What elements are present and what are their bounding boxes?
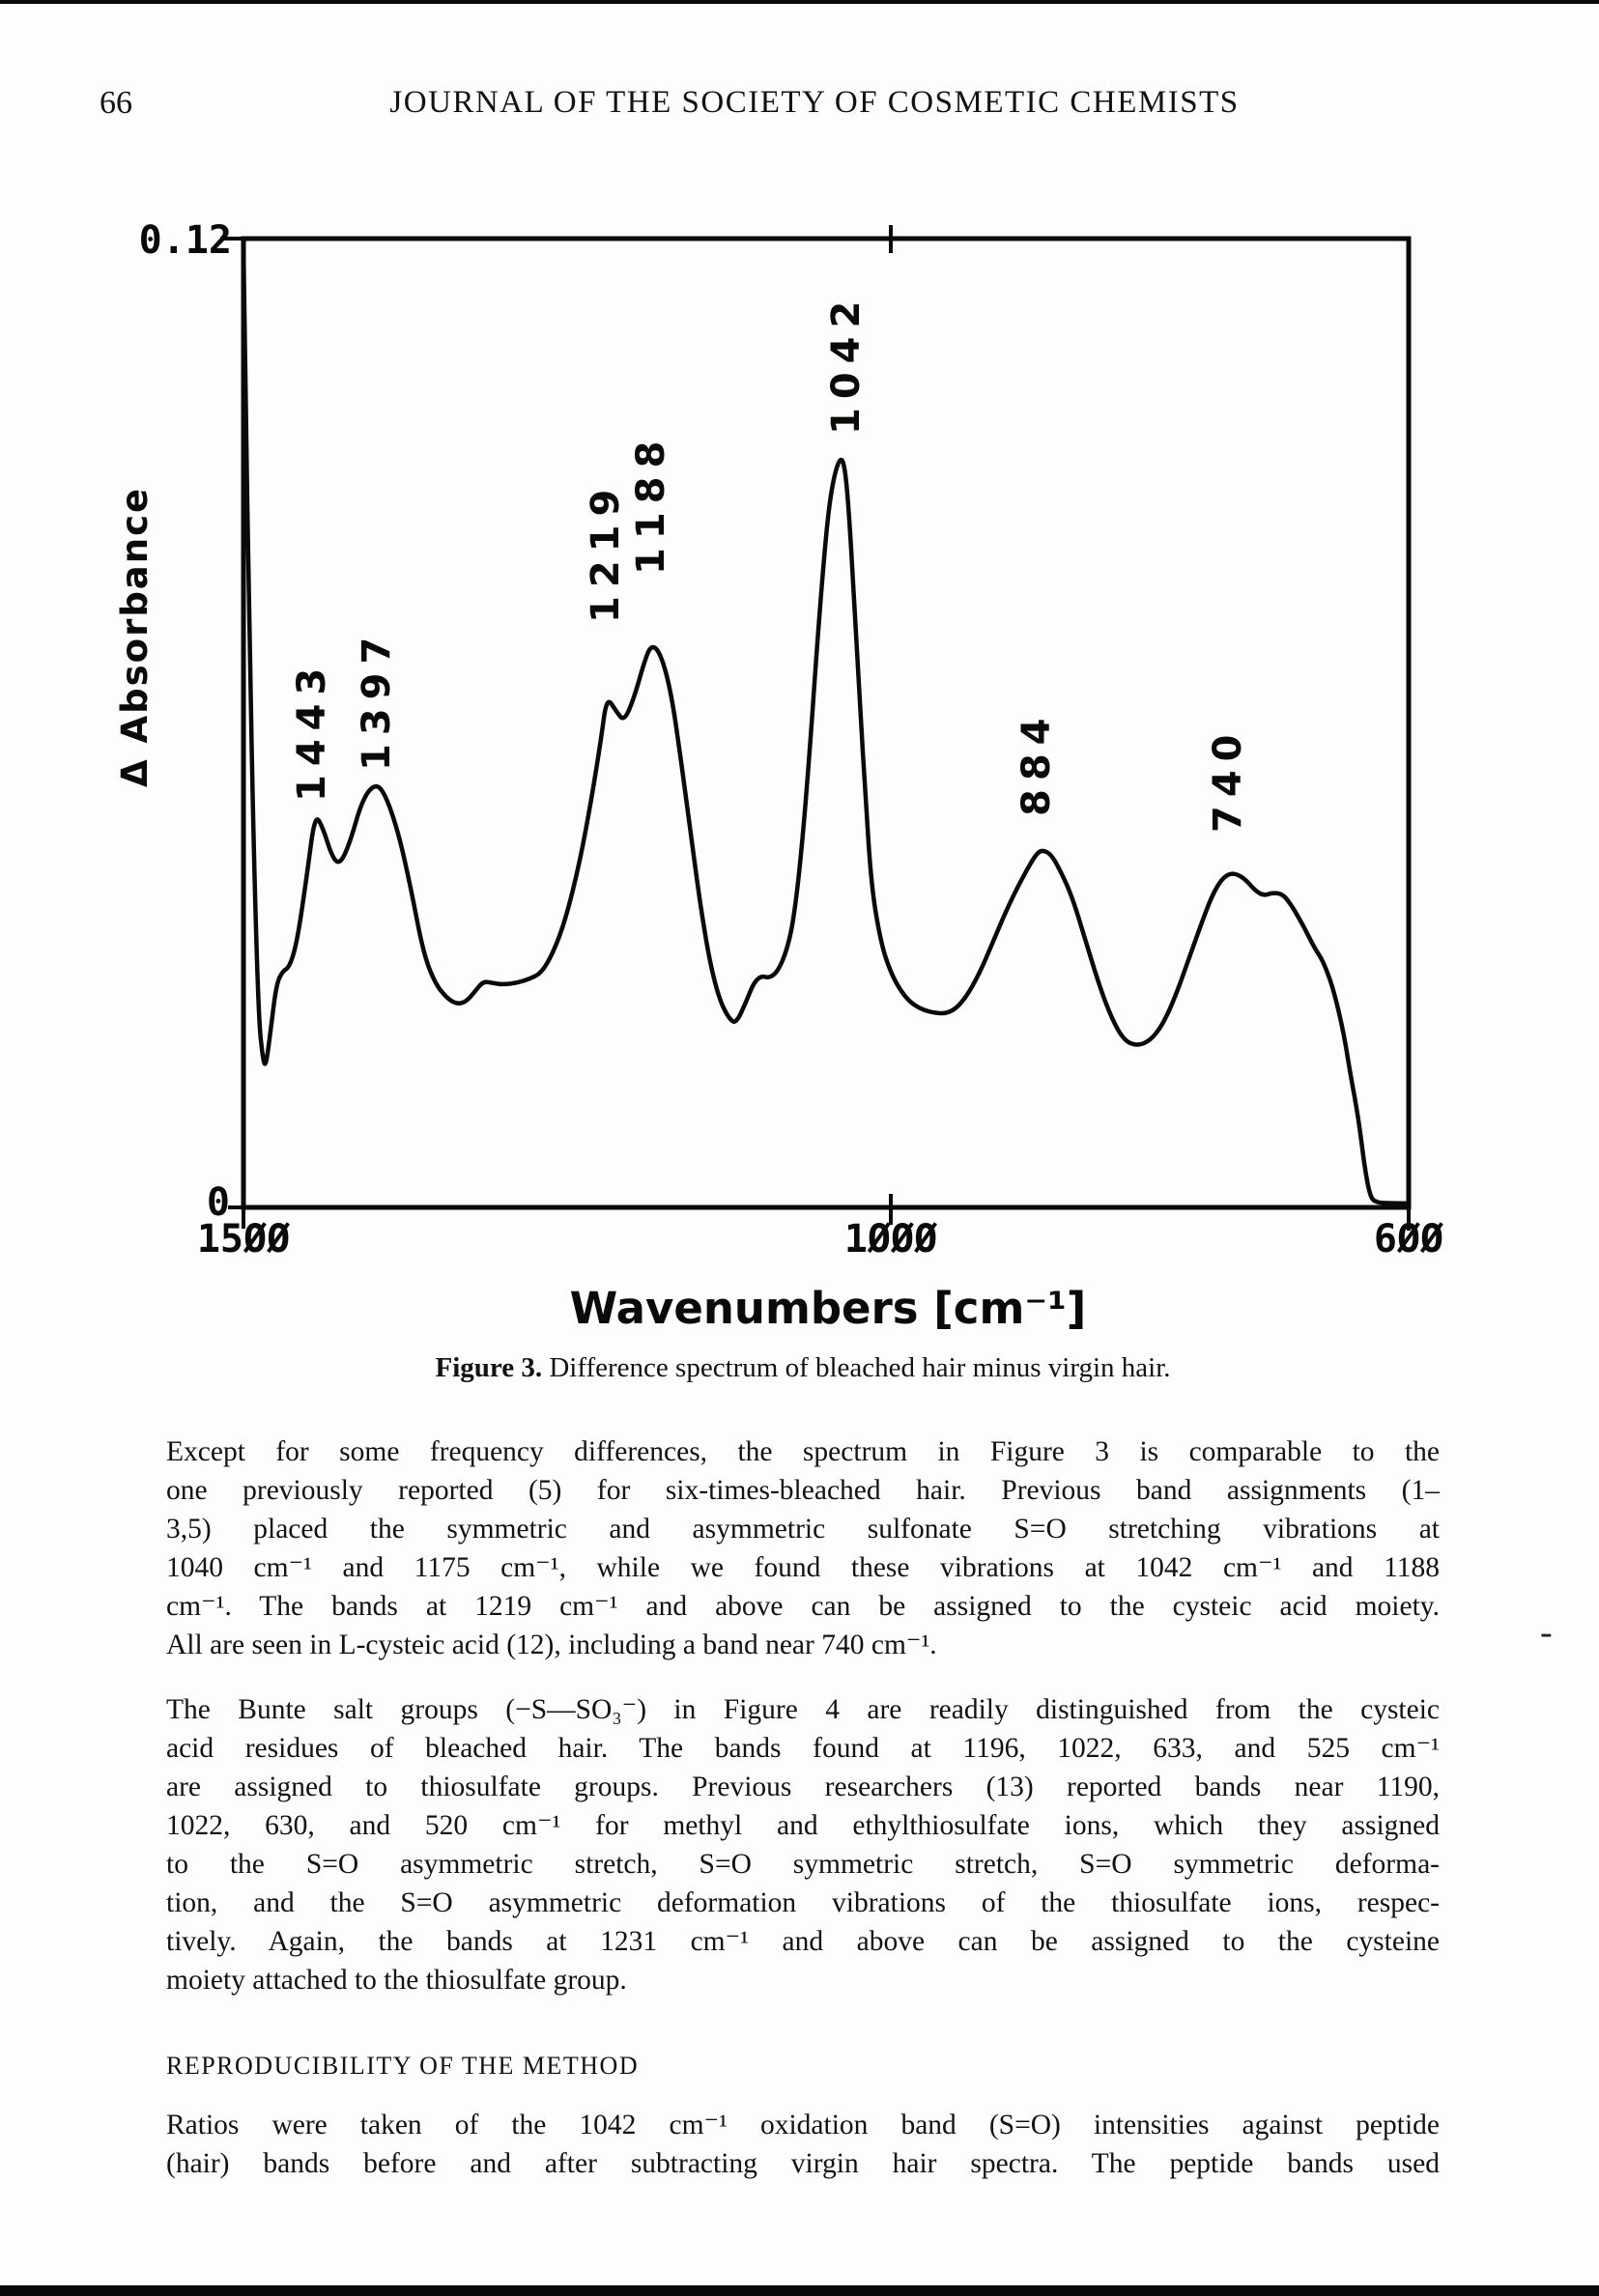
x-tick-label-600: 6ØØ [1373,1217,1444,1261]
plot-frame [241,236,1412,1210]
journal-title: JOURNAL OF THE SOCIETY OF COSMETIC CHEMI… [389,85,1240,120]
figure-caption-text: Difference spectrum of bleached hair min… [549,1352,1171,1383]
body-line: are assigned to thiosulfate groups. Prev… [166,1772,1440,1802]
peak-label-740: 740 [1206,725,1250,834]
spectrum-curve [241,244,1412,1206]
body-line: Except for some frequency differences, t… [166,1436,1440,1467]
body-line: Ratios were taken of the 1042 cm⁻¹ oxida… [166,2110,1440,2140]
body-line: one previously reported (5) for six-time… [166,1475,1440,1506]
y-axis-max-label: 0.12 [138,218,232,263]
section-heading: REPRODUCIBILITY OF THE METHOD [166,2052,640,2080]
x-axis-title: Wavenumbers [cm⁻¹] [569,1283,1087,1334]
body-line: 1040 cm⁻¹ and 1175 cm⁻¹, while we found … [166,1552,1440,1583]
body-line: tion, and the S=O asymmetric deformation… [166,1887,1440,1918]
peak-label-1219: 1219 [584,480,628,623]
paragraph-1: Except for some frequency differences, t… [166,1432,1440,1664]
body-line: All are seen in L-cysteic acid (12), inc… [166,1630,937,1660]
peak-label-1042: 1042 [824,292,869,435]
body-line: moiety attached to the thiosulfate group… [166,1965,627,1996]
peak-label-884: 884 [1014,709,1059,817]
x-tick-label-1000: 1ØØØ [843,1217,938,1261]
scan-edge-bottom [0,2285,1599,2296]
body-line: The Bunte salt groups (−S—SO₃⁻) in Figur… [166,1694,1440,1725]
body-line: to the S=O asymmetric stretch, S=O symme… [166,1849,1440,1880]
figure-caption: Figure 3. Difference spectrum of bleache… [435,1352,1170,1384]
body-line: cm⁻¹. The bands at 1219 cm⁻¹ and above c… [166,1591,1440,1622]
body-line: (hair) bands before and after subtractin… [166,2148,1440,2179]
peak-label-1188: 1188 [629,432,673,575]
stray-margin-mark: - [1540,1612,1553,1653]
body-line: tively. Again, the bands at 1231 cm⁻¹ an… [166,1926,1440,1957]
peak-label-1443: 1443 [290,659,334,802]
y-axis-min-label: 0 [206,1180,230,1225]
x-tick-label-1500: 15ØØ [196,1217,291,1261]
paragraph-3: Ratios were taken of the 1042 cm⁻¹ oxida… [166,2106,1440,2183]
y-axis-title: Δ Absorbance [114,486,156,787]
scan-edge-top [0,0,1599,4]
body-line: 3,5) placed the symmetric and asymmetric… [166,1514,1440,1545]
peak-label-1397: 1397 [355,628,399,771]
body-line: 1022, 630, and 520 cm⁻¹ for methyl and e… [166,1810,1440,1841]
page-number: 66 [100,85,132,121]
paragraph-2: The Bunte salt groups (−S—SO₃⁻) in Figur… [166,1690,1440,1999]
figure-caption-label: Figure 3. [435,1352,543,1383]
body-line: acid residues of bleached hair. The band… [166,1733,1440,1764]
